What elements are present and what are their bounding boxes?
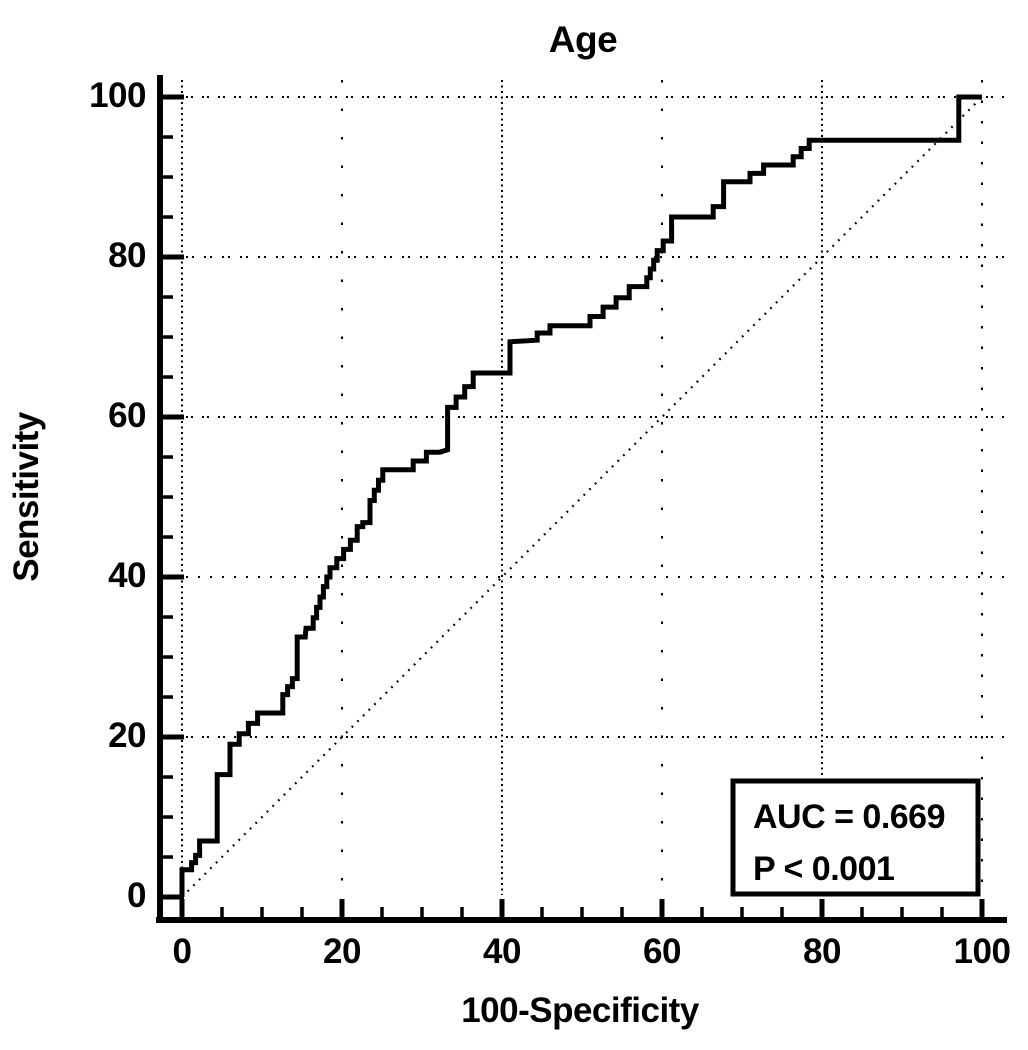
x-tick-label-80: 80 — [803, 932, 841, 971]
y-tick-label-80: 80 — [108, 236, 146, 275]
y-tick-label-60: 60 — [108, 396, 146, 435]
tick-layer — [160, 94, 985, 920]
roc-curve-path — [179, 94, 982, 897]
y-tick-label-40: 40 — [108, 556, 146, 595]
y-tick-label-0: 0 — [127, 876, 146, 915]
x-tick-label-100: 100 — [954, 932, 1011, 971]
x-tick-label-0: 0 — [173, 932, 192, 971]
x-tick-label-40: 40 — [483, 932, 521, 971]
y-tick-label-100: 100 — [89, 76, 146, 115]
chart-title: Age — [549, 19, 617, 60]
chance-diagonal-layer — [181, 96, 983, 898]
chance-diagonal-line — [181, 96, 983, 898]
y-tick-label-20: 20 — [108, 716, 146, 755]
p-value-text: P < 0.001 — [753, 850, 894, 888]
y-axis-label: Sensitivity — [7, 411, 46, 582]
roc-curve-layer — [179, 94, 982, 897]
auc-annotation-box: AUC = 0.669 P < 0.001 — [730, 778, 981, 897]
grid-layer — [181, 80, 1007, 895]
x-axis-label: 100-Specificity — [461, 991, 700, 1030]
x-tick-label-60: 60 — [643, 932, 681, 971]
annotation-border — [730, 778, 981, 897]
tick-label-layer: 0 20 40 60 80 100 0 20 40 60 80 100 — [89, 76, 1011, 971]
x-tick-label-20: 20 — [323, 932, 361, 971]
auc-value-text: AUC = 0.669 — [753, 798, 945, 836]
